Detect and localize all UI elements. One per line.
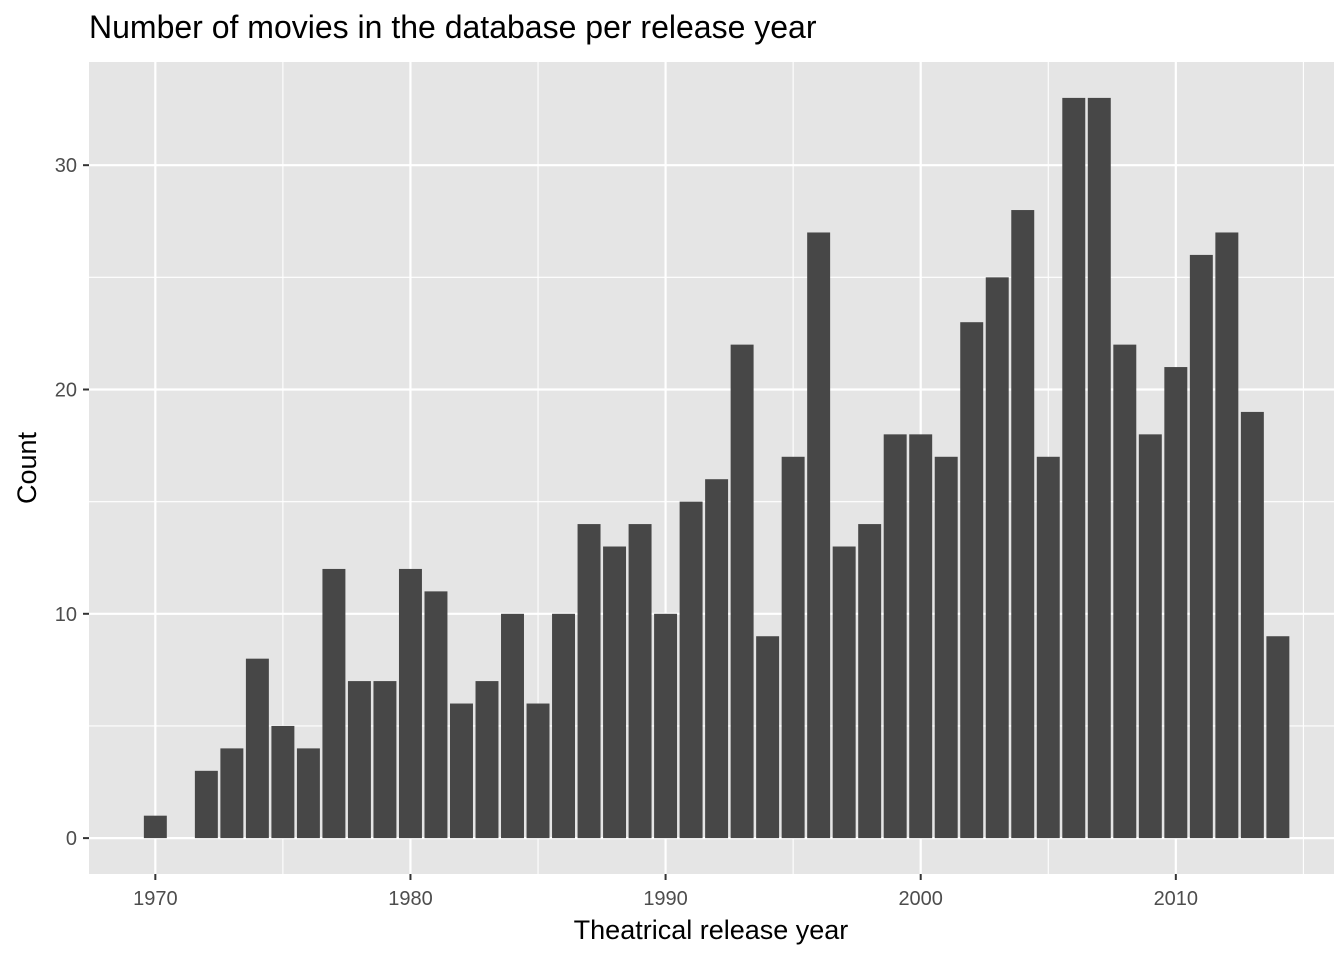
x-tick-label: 1990: [643, 888, 688, 910]
bar-1974: [245, 658, 269, 839]
x-axis: 1970 1980 1990 2000 2010: [133, 874, 1198, 910]
bar-2014: [1266, 636, 1290, 839]
bar-1976: [296, 748, 320, 839]
bar-2011: [1189, 254, 1213, 839]
bar-2007: [1087, 97, 1111, 839]
y-tick-label: 0: [66, 828, 77, 850]
bar-2001: [934, 456, 958, 839]
bar-1983: [475, 681, 499, 839]
bar-1980: [398, 568, 422, 839]
x-axis-title: Theatrical release year: [574, 915, 849, 945]
bar-1986: [552, 613, 576, 839]
bar-1996: [807, 232, 831, 839]
bar-1989: [628, 524, 652, 839]
x-tick-label: 1970: [133, 888, 178, 910]
bars: [143, 97, 1290, 839]
bar-2006: [1062, 97, 1086, 839]
bar-2005: [1036, 456, 1060, 839]
bar-1972: [194, 770, 218, 839]
bar-2009: [1138, 434, 1162, 839]
bar-1994: [756, 636, 780, 839]
bar-1992: [705, 479, 729, 839]
x-tick-label: 2000: [898, 888, 943, 910]
bar-1981: [424, 591, 448, 839]
bar-1995: [781, 456, 805, 839]
bar-1973: [220, 748, 244, 839]
y-tick-label: 10: [55, 604, 77, 626]
bar-1979: [373, 681, 397, 839]
bar-2003: [985, 277, 1009, 839]
y-tick-label: 30: [55, 155, 77, 177]
bar-1988: [603, 546, 627, 839]
bar-1985: [526, 703, 550, 839]
bar-1993: [730, 344, 754, 839]
bar-2000: [909, 434, 933, 839]
bar-1999: [883, 434, 907, 839]
y-axis-title: Count: [12, 431, 42, 504]
y-axis: 0 10 20 30: [55, 155, 89, 850]
bar-2012: [1215, 232, 1239, 839]
bar-1982: [449, 703, 473, 839]
bar-2008: [1113, 344, 1137, 839]
bar-1970: [143, 815, 167, 839]
bar-1984: [501, 613, 524, 839]
bar-1978: [347, 681, 371, 839]
y-tick-label: 20: [55, 379, 77, 401]
bar-1997: [832, 546, 856, 839]
bar-1987: [577, 524, 601, 839]
x-tick-label: 1980: [388, 888, 433, 910]
x-tick-label: 2010: [1154, 888, 1199, 910]
bar-2002: [960, 322, 984, 839]
chart-title: Number of movies in the database per rel…: [89, 9, 817, 45]
bar-1990: [654, 613, 678, 839]
bar-2004: [1011, 210, 1035, 839]
bar-1977: [322, 568, 346, 839]
bar-2013: [1240, 411, 1264, 839]
bar-1991: [679, 501, 703, 839]
bar-2010: [1164, 367, 1188, 839]
bar-1975: [271, 725, 295, 839]
bar-1998: [858, 524, 882, 839]
